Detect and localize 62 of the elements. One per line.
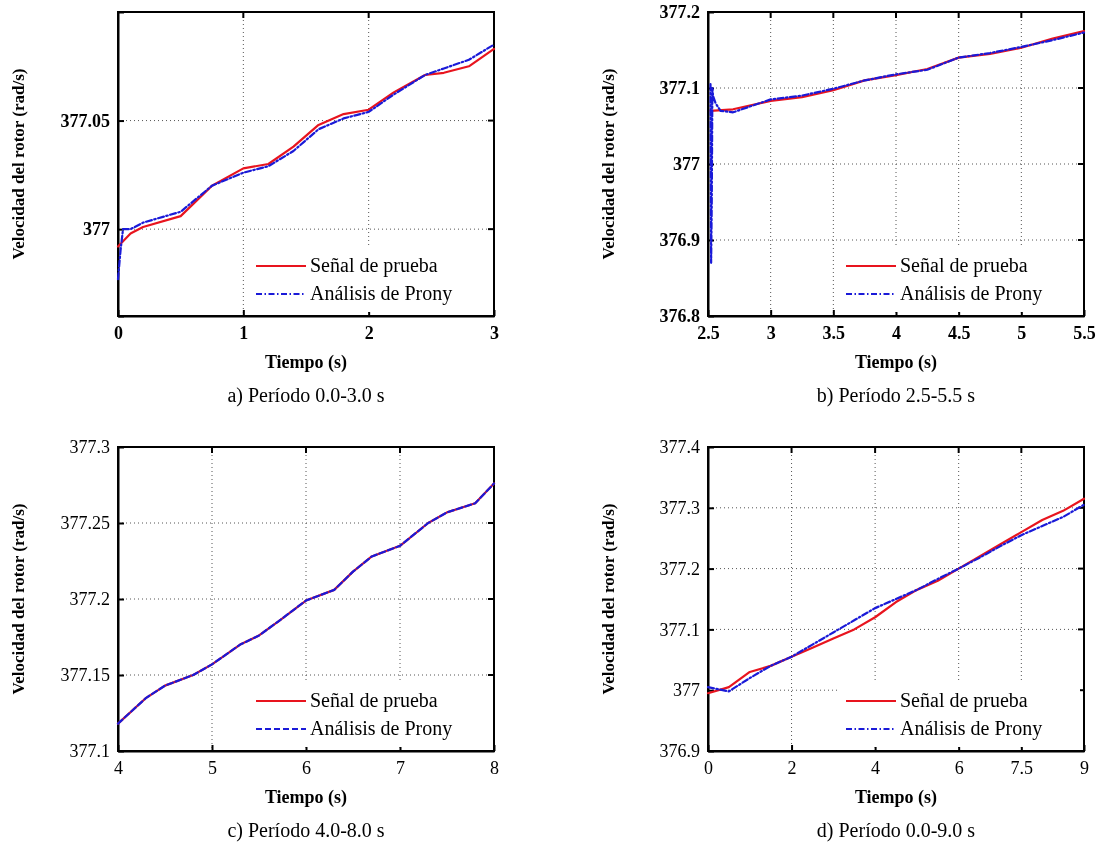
y-tick-label: 377.2 (69, 589, 110, 610)
x-tick-label: 0 (704, 757, 713, 778)
x-tick-label: 6 (302, 757, 311, 778)
y-tick-label: 377.3 (69, 437, 110, 458)
y-tick-label: 376.9 (659, 741, 700, 762)
text: a) Período 0.0-3.0 s (227, 384, 385, 407)
x-axis-title: Tiempo (s) (264, 787, 348, 808)
x-tick-label: 7 (396, 757, 405, 778)
y-tick-label: 377 (673, 154, 700, 175)
legend-label: Análisis de Prony (310, 282, 453, 305)
y-axis-title: Velocidad del rotor (rad/s) (599, 503, 618, 695)
y-tick-label: 377 (83, 219, 110, 240)
x-tick-label: 4.5 (947, 322, 971, 343)
legend-label: Análisis de Prony (900, 282, 1043, 305)
text: c) Período 4.0-8.0 s (227, 819, 385, 842)
x-tick-label: 4 (114, 757, 123, 778)
x-tick-label: 4 (892, 322, 901, 343)
y-axis-title: Velocidad del rotor (rad/s) (9, 68, 28, 260)
x-axis-title: Tiempo (s) (854, 787, 938, 808)
x-axis-title: Tiempo (s) (854, 352, 938, 373)
legend-label: Señal de prueba (310, 689, 438, 712)
x-tick-label: 5 (1017, 322, 1027, 343)
x-tick-label: 5 (208, 757, 217, 778)
y-axis-title: Velocidad del rotor (rad/s) (9, 503, 28, 695)
legend-label: Análisis de Prony (900, 717, 1043, 740)
y-tick-label: 377.3 (659, 498, 700, 519)
y-tick-label: 377.2 (659, 2, 700, 23)
y-tick-label: 377.4 (659, 437, 700, 458)
x-tick-label: 4 (871, 757, 881, 778)
y-tick-label: 376.8 (659, 306, 700, 327)
legend-label: Señal de prueba (900, 254, 1028, 277)
line-series (116, 43, 496, 281)
legend-label: Análisis de Prony (310, 717, 453, 740)
x-tick-label: 3 (490, 322, 499, 343)
x-tick-label: 2 (364, 322, 374, 343)
line-series (116, 47, 496, 248)
y-tick-label: 377.05 (60, 110, 110, 131)
legend-label: Señal de prueba (310, 254, 438, 277)
text: d) Período 0.0-9.0 s (816, 819, 976, 842)
x-tick-label: 7.5 (1010, 757, 1034, 778)
legend-label: Señal de prueba (900, 689, 1028, 712)
y-tick-label: 377.1 (69, 741, 110, 762)
y-tick-label: 377.1 (659, 78, 700, 99)
x-tick-label: 9 (1080, 757, 1089, 778)
y-tick-label: 377.1 (659, 619, 700, 640)
x-tick-label: 0 (114, 322, 123, 343)
y-tick-label: 377 (673, 680, 700, 701)
x-tick-label: 6 (954, 757, 964, 778)
x-axis-title: Tiempo (s) (264, 352, 348, 373)
y-tick-label: 377.2 (659, 558, 700, 579)
y-tick-label: 377.15 (60, 665, 110, 686)
x-tick-label: 2 (787, 757, 797, 778)
x-tick-label: 1 (239, 322, 249, 343)
x-tick-label: 8 (490, 757, 499, 778)
x-tick-label: 3 (766, 322, 776, 343)
y-tick-label: 376.9 (659, 230, 700, 251)
y-tick-label: 377.25 (60, 513, 110, 534)
x-tick-label: 2.5 (697, 322, 720, 343)
x-tick-label: 3.5 (822, 322, 846, 343)
text: b) Período 2.5-5.5 s (816, 384, 976, 407)
x-tick-label: 5.5 (1073, 322, 1096, 343)
y-axis-title: Velocidad del rotor (rad/s) (599, 68, 618, 260)
